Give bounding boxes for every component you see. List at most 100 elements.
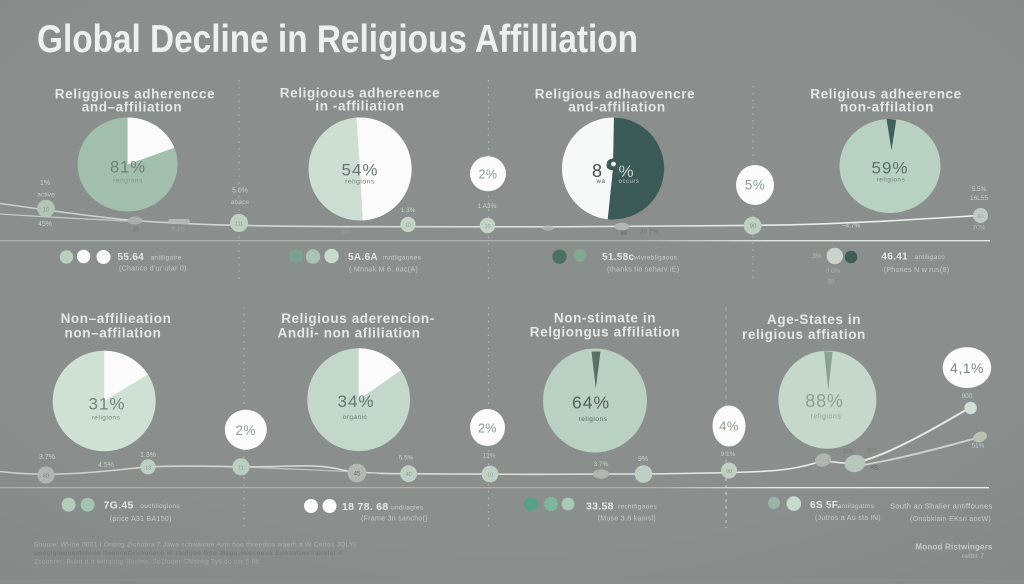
svg-text:5.0%: 5.0%: [232, 188, 248, 195]
svg-text:40: 40: [406, 472, 412, 478]
svg-text:3%: 3%: [341, 229, 351, 236]
svg-text:Zcounrer: Bukn d.o witracog J: Zcounrer: Bukn d.o witracog Jiusten. So1…: [34, 559, 259, 566]
svg-text:antilagatms: antilagatms: [838, 503, 875, 510]
svg-text:Age-States in: Age-States in: [767, 312, 861, 327]
svg-text:Religious adhaovencre: Religious adhaovencre: [535, 87, 695, 102]
svg-text:59%: 59%: [871, 159, 908, 178]
svg-text:ouchliogions: ouchliogions: [140, 503, 180, 510]
svg-text:retbit 7: retbit 7: [962, 553, 984, 560]
svg-text:111: 111: [235, 222, 243, 228]
svg-text:(Frame 3n sancho(): (Frame 3n sancho(): [361, 516, 428, 523]
svg-text:15°: 15°: [369, 473, 377, 479]
svg-text:900: 900: [867, 449, 878, 455]
svg-text:non–affilation: non–affilation: [65, 326, 162, 341]
svg-text:5A.6A: 5A.6A: [348, 252, 378, 263]
svg-text:(Jutros a Au sta IN): (Jutros a Au sta IN): [815, 515, 881, 522]
svg-text:organic: organic: [343, 414, 368, 421]
svg-text:Non-stimate in: Non-stimate in: [554, 311, 656, 326]
svg-text:mntligaones: mntligaones: [383, 255, 422, 262]
svg-text:~4.7%: ~4.7%: [842, 223, 861, 230]
svg-text:poscigiounsetchnio lfeoscoGrun: poscigiounsetchnio lfeoscoGrunuceco oi r…: [34, 550, 342, 557]
svg-text:4%: 4%: [719, 419, 739, 434]
svg-text:10: 10: [405, 223, 411, 229]
svg-text:34%: 34%: [337, 392, 374, 411]
svg-text:(thanks tio seharv iE): (thanks tio seharv iE): [607, 267, 679, 274]
svg-text:6S 5F.: 6S 5F.: [810, 500, 840, 511]
svg-text:35: 35: [133, 228, 140, 234]
svg-text:1%: 1%: [40, 180, 50, 187]
svg-text:12%: 12%: [482, 453, 495, 460]
svg-text:antiligaco: antiligaco: [915, 254, 946, 261]
svg-text:64%: 64%: [572, 393, 610, 413]
svg-text:religions: religions: [345, 179, 375, 186]
svg-text:600: 600: [843, 450, 854, 456]
svg-text:55.64: 55.64: [118, 252, 145, 263]
svg-text:rechtfigaoes: rechtfigaoes: [618, 504, 657, 511]
svg-text:7G.45: 7G.45: [104, 500, 134, 512]
svg-text:70%: 70%: [972, 225, 985, 232]
svg-text:60: 60: [43, 474, 49, 480]
svg-text:18 78. 68: 18 78. 68: [342, 501, 389, 513]
svg-text:45%: 45%: [38, 221, 52, 228]
svg-text:1 A3%: 1 A3%: [478, 203, 497, 210]
svg-text:non-affilation: non-affilation: [840, 100, 934, 115]
svg-text:occurs: occurs: [619, 179, 640, 185]
svg-text:81%: 81%: [110, 159, 146, 177]
svg-text:(Chance d'ur ular 0): (Chance d'ur ular 0): [119, 266, 187, 273]
svg-text:Religious aderencion-: Religious aderencion-: [281, 311, 435, 326]
svg-text:Global Decline in Religious Af: Global Decline in Religious Affilliation: [37, 18, 638, 61]
svg-text:Non–affilieation: Non–affilieation: [61, 311, 172, 326]
svg-text:4.5%: 4.5%: [98, 462, 114, 469]
svg-text:active: active: [37, 192, 55, 199]
svg-text:33.58: 33.58: [586, 501, 614, 513]
svg-text:900: 900: [962, 393, 973, 400]
svg-text:religions: religions: [579, 416, 608, 423]
svg-text:2%: 2%: [478, 422, 497, 436]
svg-text:´ 51%: ´ 51%: [968, 443, 985, 450]
svg-text:AB: AB: [870, 466, 878, 472]
svg-text:Religious adheerence: Religious adheerence: [810, 87, 962, 102]
svg-text:in -affiliation: in -affiliation: [315, 99, 404, 114]
svg-text:(price A31 BA150): (price A31 BA150): [110, 516, 172, 523]
svg-text:10: 10: [487, 473, 493, 479]
svg-text:60: 60: [977, 214, 983, 220]
svg-text:3%: 3%: [812, 253, 822, 260]
svg-text:90: 90: [726, 469, 732, 475]
svg-text:abace: abace: [231, 199, 250, 206]
svg-text:Relgiongus affiliation: Relgiongus affiliation: [530, 325, 680, 340]
svg-text:1.3%: 1.3%: [140, 452, 156, 459]
svg-text:46.41: 46.41: [881, 252, 908, 263]
svg-text:religions: religions: [113, 178, 143, 185]
svg-text:3 7%: 3 7%: [594, 461, 609, 468]
svg-text:Religioous adhereence: Religioous adhereence: [280, 86, 440, 101]
svg-text:religious affiation: religious affiation: [742, 327, 866, 342]
svg-text:wlvrebligaoos: wlvrebligaoos: [633, 255, 678, 262]
svg-text:(Phones N w rus(8): (Phones N w rus(8): [884, 267, 950, 274]
svg-text:(Muse 3.6 kanisl): (Muse 3.6 kanisl): [598, 516, 656, 523]
svg-text:90: 90: [750, 224, 757, 230]
svg-text:religions: religions: [877, 177, 906, 184]
svg-text:16L55: 16L55: [970, 195, 988, 202]
svg-text:10: 10: [484, 224, 490, 230]
svg-text:7 4%: 7 4%: [171, 227, 186, 234]
svg-text:10: 10: [43, 208, 50, 214]
svg-text:(Onubklain EKsn aocW): (Onubklain EKsn aocW): [910, 516, 991, 523]
svg-text:88%: 88%: [805, 391, 843, 411]
svg-text:3.7%: 3.7%: [39, 454, 55, 461]
svg-text:( Mnnak M 6. eac(A): ( Mnnak M 6. eac(A): [349, 267, 418, 274]
svg-text:2%: 2%: [236, 423, 257, 438]
svg-text:1.3%: 1.3%: [401, 207, 416, 214]
svg-text:88: 88: [621, 231, 628, 237]
svg-text:Andli- non afliliation: Andli- non afliliation: [278, 326, 421, 341]
svg-text:9%: 9%: [638, 456, 648, 463]
svg-text:9.1%: 9.1%: [721, 451, 736, 458]
svg-text:31%: 31%: [88, 395, 125, 414]
svg-text:4,1%: 4,1%: [950, 360, 984, 376]
svg-text:2%: 2%: [478, 168, 497, 182]
svg-text:54%: 54%: [341, 161, 378, 180]
svg-text:45: 45: [354, 472, 361, 478]
svg-text:11: 11: [238, 465, 244, 471]
svg-text:Religgious adherencce: Religgious adherencce: [55, 87, 215, 102]
svg-text:35 7%.: 35 7%.: [640, 229, 660, 236]
svg-text:South an Shalier antiffounes: South an Shalier antiffounes: [890, 502, 993, 511]
